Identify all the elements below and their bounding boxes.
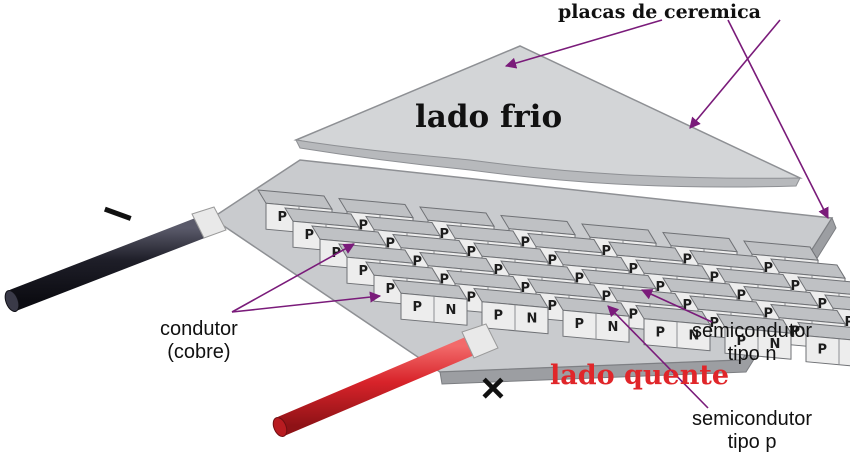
positive-wire bbox=[272, 323, 499, 437]
arrow-semi-p bbox=[607, 305, 709, 409]
label-semi-n-line1: semicondutor bbox=[692, 320, 813, 342]
element-top-face bbox=[797, 276, 850, 295]
label-condutor: condutor (cobre) bbox=[160, 318, 238, 364]
negative-wire bbox=[4, 206, 227, 312]
arrow-semi-n bbox=[640, 289, 713, 323]
p-type-letter: P bbox=[494, 308, 504, 323]
label-semicondutor-p: semicondutor tipo p bbox=[692, 408, 812, 454]
p-type-letter: P bbox=[845, 315, 850, 330]
p-type-letter: P bbox=[764, 261, 774, 276]
label-lado-frio: lado frio bbox=[415, 99, 563, 135]
arrow-lado-frio bbox=[689, 19, 781, 129]
n-type-letter: N bbox=[608, 320, 619, 335]
minus-sign: − bbox=[92, 183, 144, 244]
p-type-letter: P bbox=[683, 298, 693, 313]
p-type-letter: P bbox=[629, 307, 639, 322]
label-semicondutor-n: semicondutor tipo n bbox=[692, 320, 812, 366]
p-type-letter: P bbox=[791, 279, 801, 294]
annotation-arrows bbox=[231, 19, 829, 409]
p-type-letter: P bbox=[602, 289, 612, 304]
n-type-letter: N bbox=[446, 303, 457, 318]
label-placas-de-ceramica: placas de ceremica bbox=[558, 1, 761, 23]
p-type-letter: P bbox=[413, 254, 423, 269]
n-type-letter: N bbox=[770, 337, 781, 352]
p-type-letter: P bbox=[386, 236, 396, 251]
p-type-letter: P bbox=[278, 210, 288, 225]
p-type-letter: P bbox=[764, 306, 774, 321]
p-type-letter: P bbox=[467, 245, 477, 260]
p-type-letter: P bbox=[413, 300, 423, 315]
p-type-letter: P bbox=[521, 235, 531, 250]
p-type-letter: P bbox=[575, 317, 585, 332]
n-type-letter: N bbox=[689, 328, 700, 343]
p-type-letter: P bbox=[656, 280, 666, 295]
label-lado-quente: lado quente bbox=[550, 360, 730, 391]
p-type-letter: P bbox=[440, 272, 450, 287]
p-type-letter: P bbox=[575, 271, 585, 286]
element-top-face bbox=[797, 321, 850, 341]
label-semi-p-line1: semicondutor bbox=[692, 408, 813, 430]
p-type-letter: P bbox=[656, 325, 666, 340]
arrow-condutor-2 bbox=[231, 291, 382, 313]
p-type-letter: P bbox=[737, 288, 747, 303]
label-semi-p-line2: tipo p bbox=[727, 431, 777, 453]
label-condutor-line2: (cobre) bbox=[167, 341, 231, 363]
p-type-letter: P bbox=[818, 297, 828, 312]
semiconductor-element: PN bbox=[797, 321, 850, 367]
p-type-letter: P bbox=[521, 281, 531, 296]
p-type-letter: P bbox=[683, 252, 693, 267]
p-type-letter: P bbox=[548, 253, 558, 268]
p-type-letter: P bbox=[629, 262, 639, 277]
top-ceramic-plate-curl bbox=[295, 139, 801, 188]
p-type-letter: P bbox=[386, 282, 396, 297]
p-type-letter: P bbox=[305, 228, 315, 243]
n-type-letter: N bbox=[527, 311, 538, 326]
bottom-ceramic-plate-edge bbox=[439, 216, 837, 385]
p-type-letter: P bbox=[710, 270, 720, 285]
p-type-letter: P bbox=[818, 342, 828, 357]
p-type-letter: P bbox=[710, 316, 720, 331]
element-front-face bbox=[805, 335, 850, 367]
label-condutor-line1: condutor bbox=[160, 318, 238, 340]
p-type-letter: P bbox=[359, 218, 369, 233]
label-semi-n-line2: tipo n bbox=[727, 343, 777, 365]
p-type-letter: P bbox=[791, 324, 801, 339]
p-type-letter: P bbox=[737, 334, 747, 349]
arrow-placas-corner bbox=[727, 19, 829, 219]
p-type-letter: P bbox=[467, 290, 477, 305]
arrow-condutor-1 bbox=[231, 243, 355, 313]
p-type-letter: P bbox=[548, 299, 558, 314]
arrow-placas-top bbox=[504, 19, 663, 69]
p-type-letter: P bbox=[494, 263, 504, 278]
p-type-letter: P bbox=[440, 227, 450, 242]
element-top-face bbox=[824, 294, 850, 311]
p-type-letter: P bbox=[602, 244, 612, 259]
p-type-letter: P bbox=[359, 264, 369, 279]
